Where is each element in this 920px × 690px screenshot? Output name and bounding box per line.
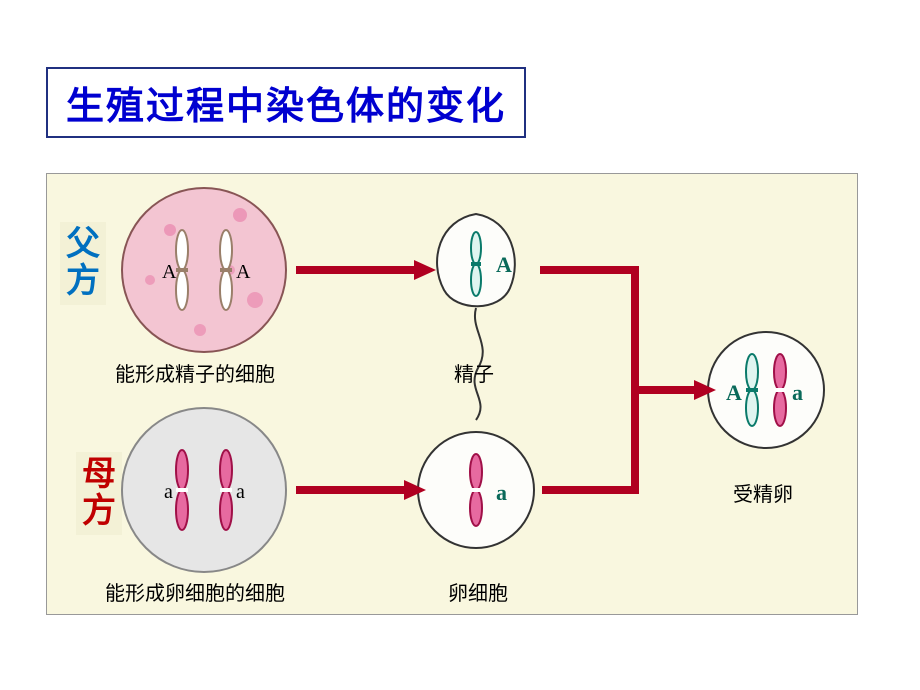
father-cell: A A — [122, 188, 286, 352]
arrow-father-to-sperm-head — [414, 260, 436, 280]
svg-text:a: a — [236, 481, 245, 503]
arrow-mother-to-egg — [296, 486, 406, 494]
egg-cell — [418, 432, 534, 548]
egg-allele: a — [496, 480, 507, 506]
caption-zygote: 受精卵 — [733, 478, 793, 507]
svg-text:A: A — [162, 261, 177, 283]
sperm-allele: A — [496, 252, 512, 278]
zygote-allele-A: A — [726, 380, 742, 406]
zygote-allele-a: a — [792, 380, 803, 406]
svg-text:a: a — [164, 481, 173, 503]
arrow-merge-vertical — [631, 266, 639, 494]
svg-text:A: A — [236, 261, 251, 283]
caption-egg: 卵细胞 — [448, 577, 508, 606]
caption-egg-parent: 能形成卵细胞的细胞 — [105, 577, 285, 606]
arrow-to-zygote — [635, 386, 696, 394]
arrow-to-zygote-head — [694, 380, 716, 400]
arrow-father-to-sperm — [296, 266, 416, 274]
sperm-cell — [437, 214, 515, 420]
arrow-egg-h — [542, 486, 639, 494]
mother-cell: a a — [122, 408, 286, 572]
arrow-sperm-h — [540, 266, 639, 274]
caption-sperm: 精子 — [454, 358, 494, 387]
arrow-mother-to-egg-head — [404, 480, 426, 500]
caption-sperm-parent: 能形成精子的细胞 — [115, 358, 275, 387]
